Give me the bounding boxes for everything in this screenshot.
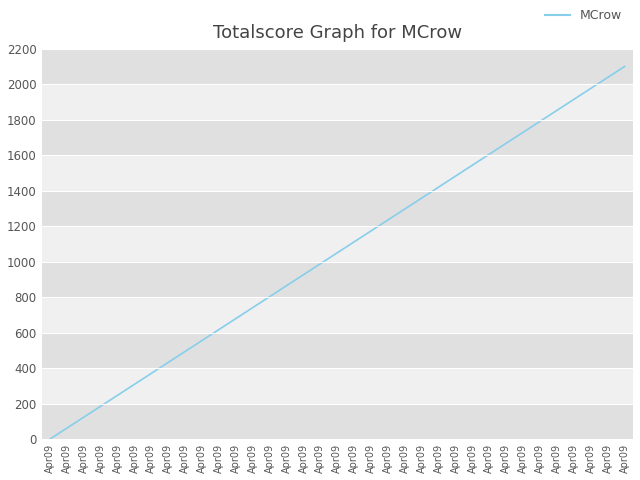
MCrow: [148, 371, 156, 376]
MCrow: [114, 392, 122, 398]
Bar: [42, 297, 633, 333]
MCrow: [401, 206, 409, 212]
MCrow: [97, 403, 104, 409]
Bar: [42, 84, 633, 120]
Bar: [42, 155, 633, 191]
MCrow: [131, 382, 138, 387]
MCrow: [350, 239, 358, 245]
MCrow: [502, 140, 510, 146]
MCrow: [553, 108, 561, 113]
MCrow: [604, 74, 612, 80]
MCrow: [468, 162, 476, 168]
Bar: [42, 226, 633, 262]
Legend: MCrow: MCrow: [540, 4, 627, 27]
MCrow: [181, 348, 189, 354]
MCrow: [63, 425, 71, 431]
MCrow: [215, 326, 223, 332]
MCrow: [587, 85, 595, 91]
MCrow: [486, 151, 493, 157]
MCrow: [317, 261, 324, 266]
MCrow: [46, 436, 54, 442]
Bar: [42, 368, 633, 404]
MCrow: [198, 337, 206, 343]
MCrow: [232, 316, 240, 322]
Bar: [42, 191, 633, 226]
MCrow: [435, 184, 442, 190]
MCrow: [367, 228, 375, 234]
Bar: [42, 333, 633, 368]
MCrow: [164, 360, 172, 365]
MCrow: [384, 217, 392, 223]
MCrow: [300, 272, 307, 277]
MCrow: [621, 64, 628, 70]
MCrow: [536, 119, 544, 124]
MCrow: [249, 305, 257, 311]
MCrow: [333, 250, 341, 256]
Bar: [42, 120, 633, 155]
Line: MCrow: MCrow: [50, 67, 625, 439]
Title: Totalscore Graph for MCrow: Totalscore Graph for MCrow: [212, 24, 462, 42]
Bar: [42, 404, 633, 439]
MCrow: [570, 96, 578, 102]
Bar: [42, 49, 633, 84]
MCrow: [266, 294, 273, 300]
MCrow: [283, 283, 291, 288]
MCrow: [80, 414, 88, 420]
MCrow: [452, 173, 460, 179]
MCrow: [418, 195, 426, 201]
MCrow: [520, 129, 527, 135]
Bar: [42, 262, 633, 297]
